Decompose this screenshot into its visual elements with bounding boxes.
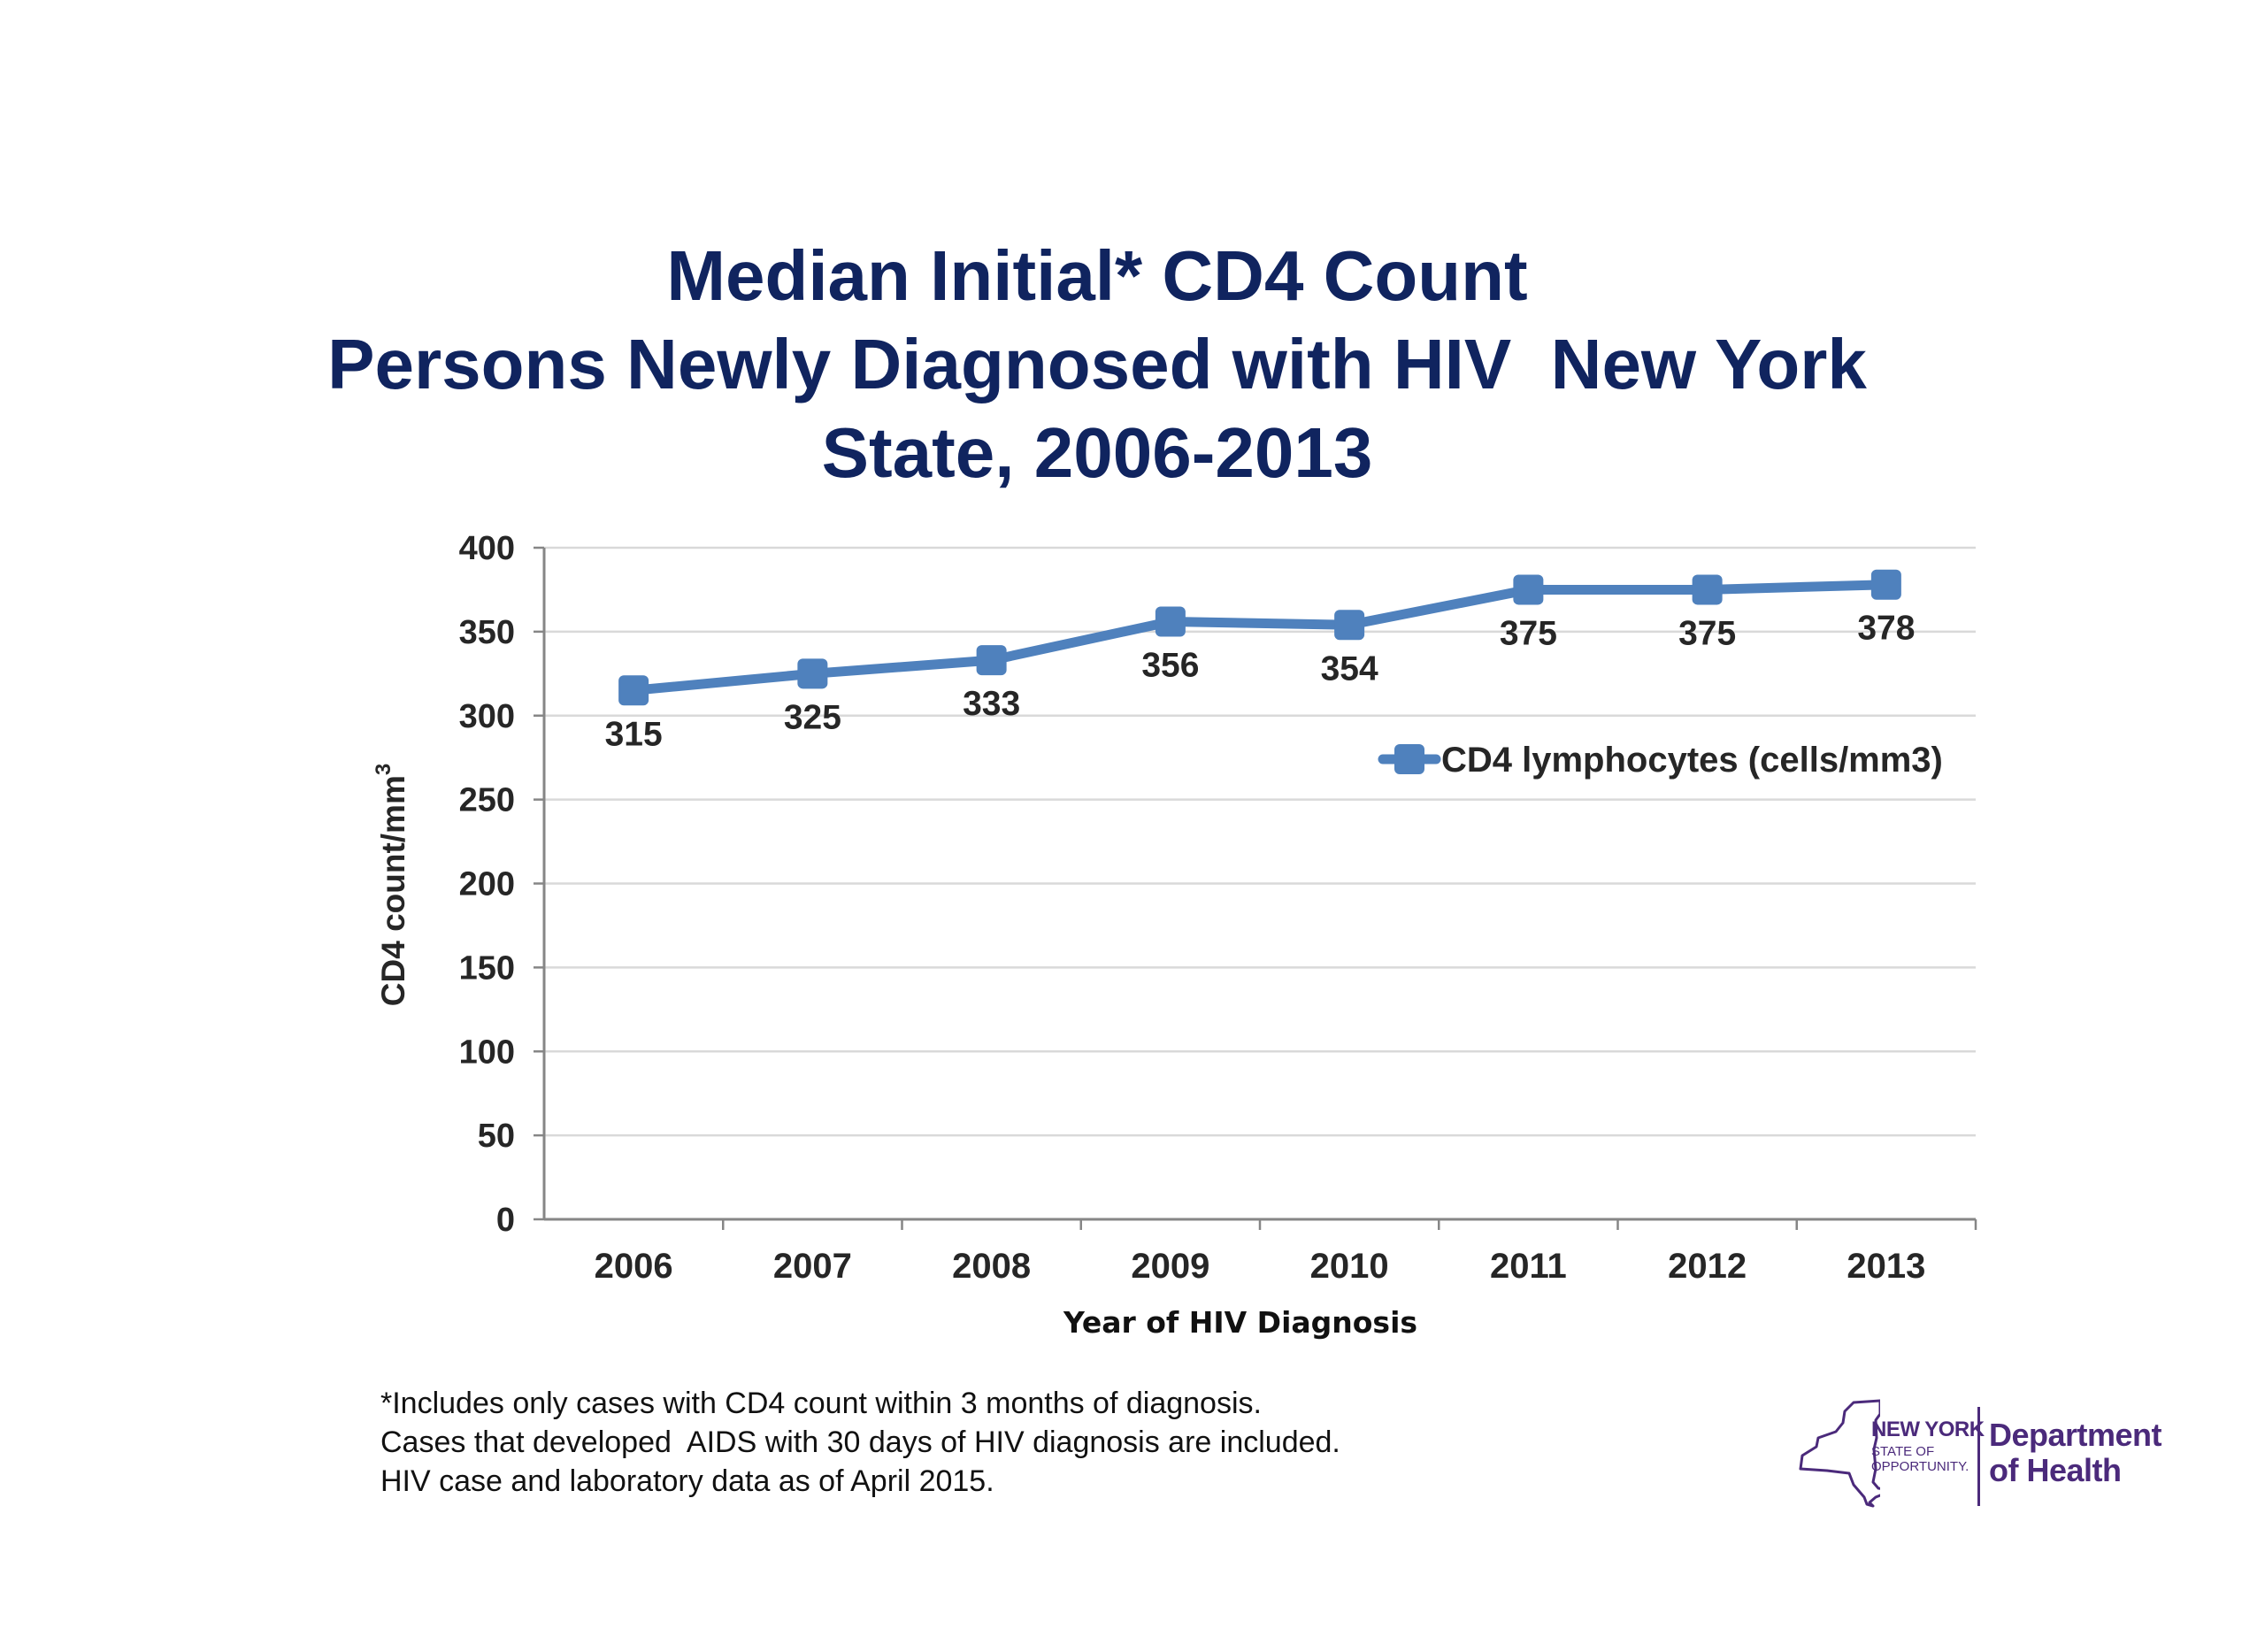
y-tick-labels: 0 50 100 150 200 250 300 350 400 bbox=[459, 530, 515, 1239]
nys-doh-logo: NEW YORK STATE OF OPPORTUNITY. Departmen… bbox=[1792, 1398, 2163, 1522]
x-tick-label: 2008 bbox=[952, 1247, 1031, 1286]
logo-of-health: of Health bbox=[1989, 1452, 2122, 1488]
logo-department: Department bbox=[1989, 1417, 2162, 1453]
legend: CD4 lymphocytes (cells/mm3) bbox=[1378, 741, 1943, 780]
x-tick-label: 2013 bbox=[1847, 1247, 1925, 1286]
data-label: 354 bbox=[1321, 649, 1378, 688]
y-tick-label: 200 bbox=[459, 866, 515, 903]
footnote-2: Cases that developed AIDS with 30 days o… bbox=[380, 1425, 1340, 1459]
logo-opportunity: OPPORTUNITY. bbox=[1871, 1459, 1969, 1474]
data-point-marker bbox=[797, 658, 828, 689]
data-point-marker bbox=[1155, 606, 1186, 637]
data-point-marker bbox=[1513, 574, 1544, 605]
x-tick-label: 2012 bbox=[1668, 1247, 1747, 1286]
data-point-marker bbox=[1692, 574, 1723, 605]
footnotes: *Includes only cases with CD4 count with… bbox=[380, 1384, 1340, 1501]
y-tick-label: 350 bbox=[459, 614, 515, 651]
series-cd4 bbox=[618, 569, 1901, 706]
x-axis-label: Year of HIV Diagnosis bbox=[1063, 1305, 1417, 1340]
new-york-state-outline-icon bbox=[1799, 1399, 1880, 1508]
data-point-marker bbox=[618, 675, 649, 706]
title-line-1: Median Initial* CD4 Count bbox=[666, 236, 1528, 315]
legend-label: CD4 lymphocytes (cells/mm3) bbox=[1441, 741, 1943, 780]
y-tick-label: 250 bbox=[459, 782, 515, 819]
data-label: 333 bbox=[963, 685, 1020, 723]
data-label: 375 bbox=[1678, 614, 1736, 652]
x-tick-label: 2007 bbox=[773, 1247, 852, 1286]
x-tick-label: 2011 bbox=[1490, 1247, 1567, 1286]
data-label: 378 bbox=[1857, 610, 1915, 648]
y-tick-label: 50 bbox=[478, 1118, 515, 1155]
gridlines bbox=[544, 546, 1976, 1137]
legend-square-marker bbox=[1394, 744, 1424, 774]
logo-state-of: STATE OF bbox=[1871, 1444, 1935, 1459]
logo-divider bbox=[1977, 1407, 1980, 1506]
y-tick-label: 150 bbox=[459, 949, 515, 987]
y-axis-label: CD4 count/mm3 bbox=[372, 764, 411, 1006]
logo-new-york: NEW YORK bbox=[1871, 1418, 1985, 1441]
data-point-marker bbox=[1870, 569, 1901, 600]
data-point-marker bbox=[1334, 610, 1365, 641]
data-label: 375 bbox=[1500, 614, 1557, 652]
title-line-3: State, 2006-2013 bbox=[821, 413, 1373, 492]
data-point-marker bbox=[976, 645, 1007, 676]
title-line-2: Persons Newly Diagnosed with HIV New Yor… bbox=[327, 325, 1867, 403]
footnote-1: *Includes only cases with CD4 count with… bbox=[380, 1387, 1262, 1420]
y-tick-label: 400 bbox=[459, 530, 515, 567]
x-tick-labels: 2006 2007 2008 2009 2010 2011 2012 2013 bbox=[595, 1247, 1926, 1286]
y-tick-label: 0 bbox=[496, 1202, 515, 1239]
x-tick-label: 2006 bbox=[595, 1247, 673, 1286]
data-label: 356 bbox=[1141, 646, 1199, 684]
footnote-3: HIV case and laboratory data as of April… bbox=[380, 1464, 994, 1498]
series-line bbox=[628, 580, 1892, 695]
data-labels: 315 325 333 356 354 375 375 378 bbox=[605, 610, 1916, 754]
axes bbox=[534, 546, 1977, 1230]
data-label: 325 bbox=[784, 698, 841, 736]
data-label: 315 bbox=[605, 715, 663, 753]
chart-title: Median Initial* CD4 Count Persons Newly … bbox=[0, 232, 2265, 497]
y-tick-label: 100 bbox=[459, 1033, 515, 1071]
x-tick-label: 2010 bbox=[1310, 1247, 1389, 1286]
y-tick-label: 300 bbox=[459, 698, 515, 735]
x-tick-label: 2009 bbox=[1131, 1247, 1209, 1286]
